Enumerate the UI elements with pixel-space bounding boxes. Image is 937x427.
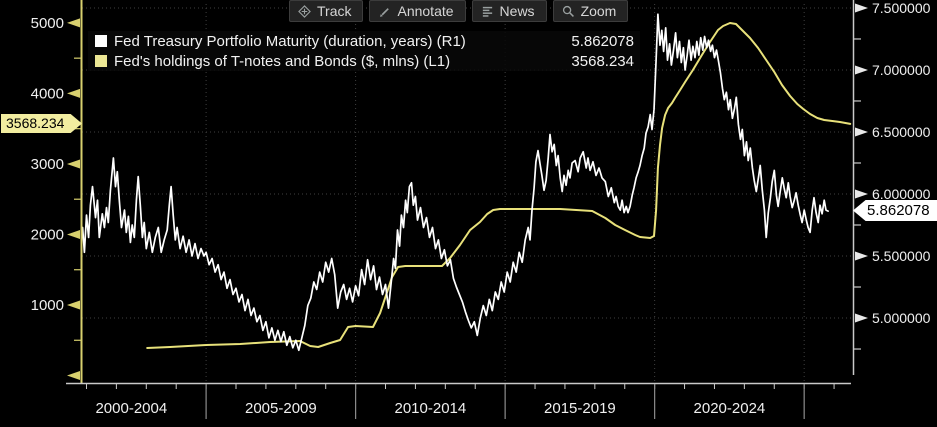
series-line-duration (81, 13, 829, 352)
legend-label: Fed Treasury Portfolio Maturity (duratio… (114, 32, 466, 50)
annotate-pencil-icon (378, 5, 391, 18)
right-axis-current-value: 5.862078 (867, 202, 930, 219)
svg-text:2020-2024: 2020-2024 (694, 400, 766, 417)
legend-item-holdings[interactable]: Fed's holdings of T-notes and Bonds ($, … (88, 51, 640, 71)
news-button[interactable]: News (471, 0, 547, 22)
annotate-button-label: Annotate (397, 3, 454, 19)
svg-text:2015-2019: 2015-2019 (544, 400, 616, 417)
svg-text:4000: 4000 (31, 85, 64, 102)
chart-legend: Fed Treasury Portfolio Maturity (duratio… (88, 31, 640, 71)
svg-text:2010-2014: 2010-2014 (395, 400, 467, 417)
zoom-button[interactable]: Zoom (552, 0, 629, 22)
svg-text:2000: 2000 (31, 226, 64, 243)
svg-text:3000: 3000 (31, 156, 64, 173)
duration-series-swatch (95, 35, 107, 47)
legend-item-duration[interactable]: Fed Treasury Portfolio Maturity (duratio… (88, 31, 640, 51)
legend-last-value: 5.862078 (571, 32, 634, 50)
svg-text:2005-2009: 2005-2009 (245, 400, 317, 417)
track-move-icon (298, 4, 311, 18)
series-line-holdings (146, 22, 852, 349)
axes (66, 0, 855, 385)
x-axis-ticks (85, 384, 835, 419)
svg-text:2000-2004: 2000-2004 (95, 400, 167, 417)
track-button[interactable]: Track (289, 0, 364, 22)
left-axis-current-value-tag: 3568.234 (1, 114, 82, 133)
annotate-button[interactable]: Annotate (369, 0, 466, 22)
svg-text:6.500000: 6.500000 (872, 124, 931, 140)
x-axis-period-labels: 2000-2004 2005-2009 2010-2014 2015-2019 2020… (95, 400, 765, 417)
svg-text:5.500000: 5.500000 (872, 248, 931, 264)
news-lines-icon (481, 5, 494, 18)
left-axis-current-value: 3568.234 (6, 115, 65, 131)
zoom-magnifier-icon (562, 5, 575, 18)
right-axis-ticks: 5.000000 5.500000 6.000000 6.500000 7.000000… (854, 0, 931, 350)
legend-last-value: 3568.234 (571, 52, 634, 70)
svg-text:1000: 1000 (31, 297, 64, 314)
holdings-series-swatch (95, 55, 107, 67)
track-button-label: Track (317, 3, 352, 19)
svg-text:7.500000: 7.500000 (872, 0, 931, 16)
chart-toolbar: Track Annotate News Zoom (289, 0, 629, 22)
right-axis-current-value-tag: 5.862078 (853, 200, 937, 221)
left-axis-ticks: 1000 2000 3000 4000 5000 (31, 15, 81, 381)
svg-text:5.000000: 5.000000 (872, 310, 931, 326)
svg-text:7.000000: 7.000000 (872, 62, 931, 78)
svg-text:6.000000: 6.000000 (872, 186, 931, 202)
legend-label: Fed's holdings of T-notes and Bonds ($, … (114, 52, 451, 70)
svg-text:5000: 5000 (31, 15, 64, 32)
zoom-button-label: Zoom (580, 3, 617, 19)
news-button-label: News (499, 3, 535, 19)
